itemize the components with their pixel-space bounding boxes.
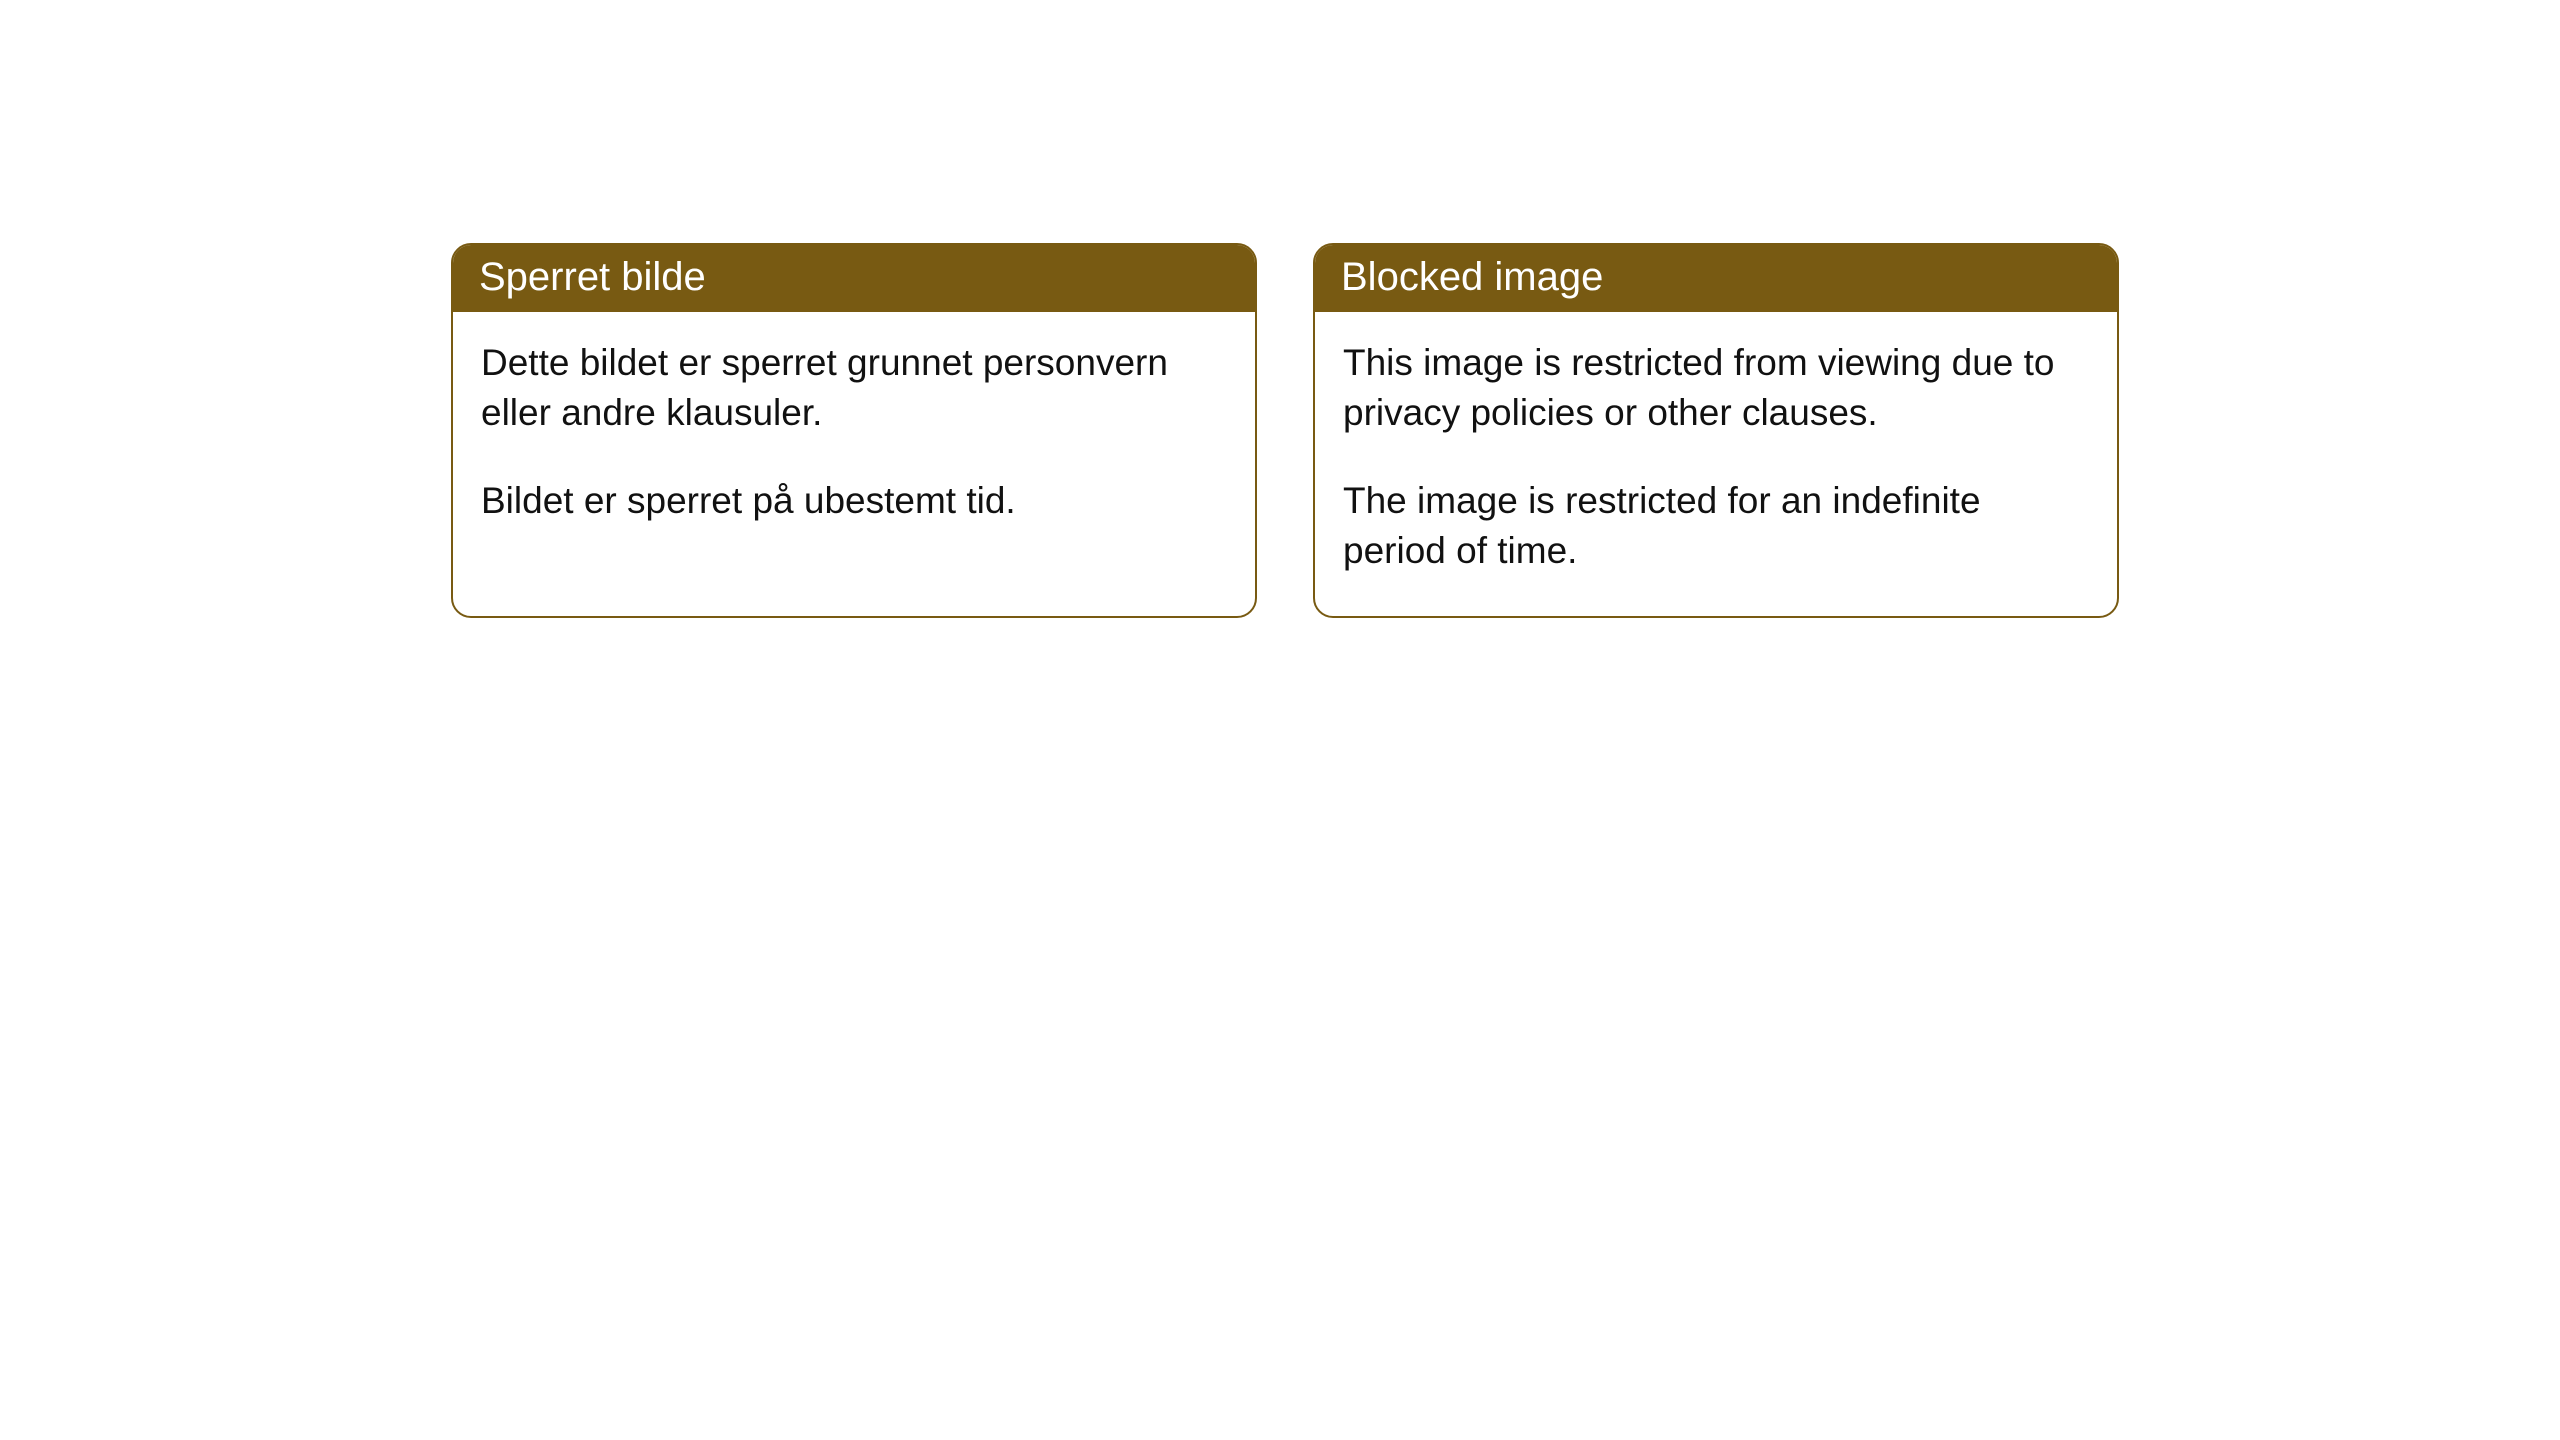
blocked-image-card-en: Blocked image This image is restricted f… <box>1313 243 2119 618</box>
card-title-no: Sperret bilde <box>453 245 1255 312</box>
card-title-en: Blocked image <box>1315 245 2117 312</box>
blocked-image-card-no: Sperret bilde Dette bildet er sperret gr… <box>451 243 1257 618</box>
card-paragraph-no-1: Dette bildet er sperret grunnet personve… <box>481 338 1227 438</box>
notice-cards-container: Sperret bilde Dette bildet er sperret gr… <box>0 0 2560 618</box>
card-body-no: Dette bildet er sperret grunnet personve… <box>453 312 1255 566</box>
card-paragraph-no-2: Bildet er sperret på ubestemt tid. <box>481 476 1227 526</box>
card-paragraph-en-1: This image is restricted from viewing du… <box>1343 338 2089 438</box>
card-paragraph-en-2: The image is restricted for an indefinit… <box>1343 476 2089 576</box>
card-body-en: This image is restricted from viewing du… <box>1315 312 2117 616</box>
